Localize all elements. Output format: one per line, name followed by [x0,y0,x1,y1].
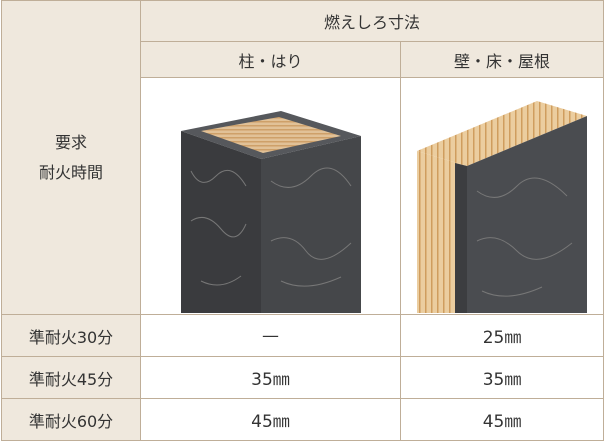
column-header: 壁・床・屋根 [399,41,604,78]
row-header-line: 要求 [54,132,87,152]
panel-illustration [417,101,587,313]
cell: 45㎜ [399,398,604,441]
cell: 25㎜ [399,314,604,357]
column-illustration [180,111,361,313]
header-row: 要求 耐火時間 燃えしろ寸法 [1,0,604,315]
data-row: 準耐火60分 45㎜ 45㎜ [1,398,604,441]
row-label: 準耐火30分 [1,314,141,357]
row-label: 準耐火45分 [1,356,141,399]
cell: — [140,314,401,357]
row-header-line: 耐火時間 [38,162,103,182]
cell: 45㎜ [140,398,401,441]
image-cell [140,77,401,315]
data-row: 準耐火30分 — 25㎜ [1,314,604,357]
image-row [2,77,604,315]
cell: 35㎜ [399,356,604,399]
table-title: 燃えしろ寸法 [139,0,604,42]
image-cell [399,77,604,315]
data-row: 準耐火45分 35㎜ 35㎜ [1,356,604,399]
column-header: 柱・はり [140,41,401,78]
cell: 35㎜ [140,356,401,399]
column-row: 柱・はり 壁・床・屋根 [2,41,604,78]
row-label: 準耐火60分 [1,398,141,441]
row-header: 要求 耐火時間 [1,0,141,315]
